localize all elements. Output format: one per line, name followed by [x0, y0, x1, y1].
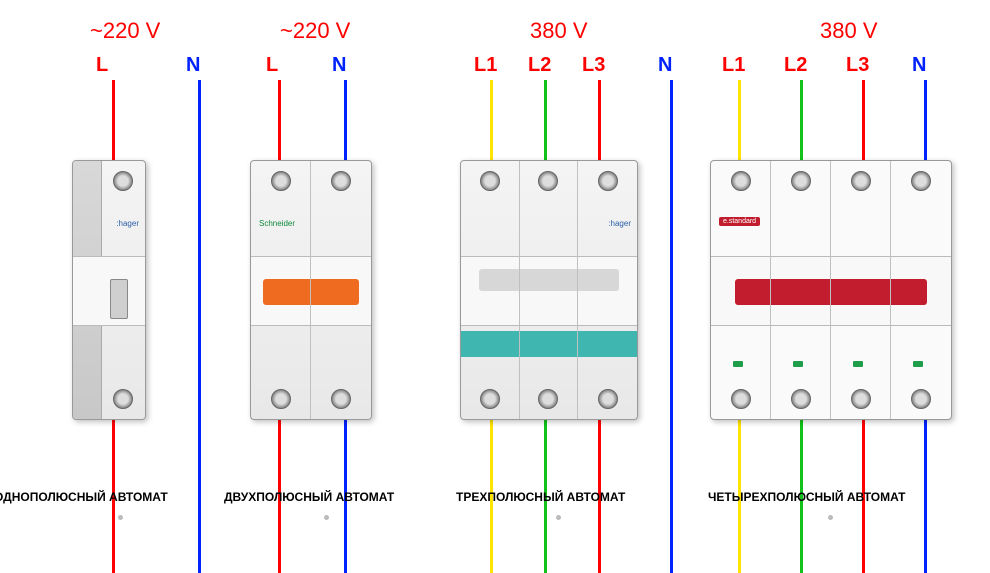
wire-N-1: [198, 80, 201, 573]
wire-label-L3-3: L3: [582, 54, 605, 77]
wire-label-N-3: N: [658, 54, 672, 77]
bullet-dot: [118, 515, 123, 520]
caption-single: ОДНОПОЛЮСНЫЙ АВТОМАТ: [0, 490, 168, 504]
breaker-double-pole: Schneider: [250, 160, 372, 420]
wire-label-L2-4: L2: [784, 54, 807, 77]
terminal-icon: [480, 171, 500, 191]
terminal-icon: [731, 171, 751, 191]
bullet-dot: [828, 515, 833, 520]
voltage-label-1: ~220 V: [90, 18, 160, 44]
terminal-icon: [113, 389, 133, 409]
terminal-icon: [331, 389, 351, 409]
wire-label-L1-4: L1: [722, 54, 745, 77]
caption-quad: ЧЕТЫРЕХПОЛЮСНЫЙ АВТОМАТ: [708, 490, 906, 504]
caption-double: ДВУХПОЛЮСНЫЙ АВТОМАТ: [224, 490, 394, 504]
terminal-icon: [911, 171, 931, 191]
breaker-quad-pole: e.standard: [710, 160, 952, 420]
wire-label-L2-3: L2: [528, 54, 551, 77]
terminal-icon: [331, 171, 351, 191]
terminal-icon: [480, 389, 500, 409]
voltage-label-2: ~220 V: [280, 18, 350, 44]
terminal-icon: [791, 171, 811, 191]
terminal-icon: [538, 389, 558, 409]
terminal-icon: [911, 389, 931, 409]
terminal-icon: [598, 171, 618, 191]
terminal-icon: [791, 389, 811, 409]
wire-N-3: [670, 80, 673, 573]
bullet-dot: [556, 515, 561, 520]
terminal-icon: [851, 171, 871, 191]
terminal-icon: [851, 389, 871, 409]
terminal-icon: [598, 389, 618, 409]
voltage-label-3: 380 V: [530, 18, 588, 44]
terminal-icon: [271, 171, 291, 191]
breaker-triple-pole: :hager: [460, 160, 638, 420]
terminal-icon: [731, 389, 751, 409]
wire-label-L-1: L: [96, 54, 108, 77]
bullet-dot: [324, 515, 329, 520]
wire-label-L1-3: L1: [474, 54, 497, 77]
wire-label-N-4: N: [912, 54, 926, 77]
terminal-icon: [538, 171, 558, 191]
breaker-single-pole: :hager: [72, 160, 146, 420]
caption-triple: ТРЕХПОЛЮСНЫЙ АВТОМАТ: [456, 490, 625, 504]
wire-label-N-2: N: [332, 54, 346, 77]
wire-label-L-2: L: [266, 54, 278, 77]
terminal-icon: [113, 171, 133, 191]
wire-label-N-1: N: [186, 54, 200, 77]
terminal-icon: [271, 389, 291, 409]
voltage-label-4: 380 V: [820, 18, 878, 44]
wire-label-L3-4: L3: [846, 54, 869, 77]
